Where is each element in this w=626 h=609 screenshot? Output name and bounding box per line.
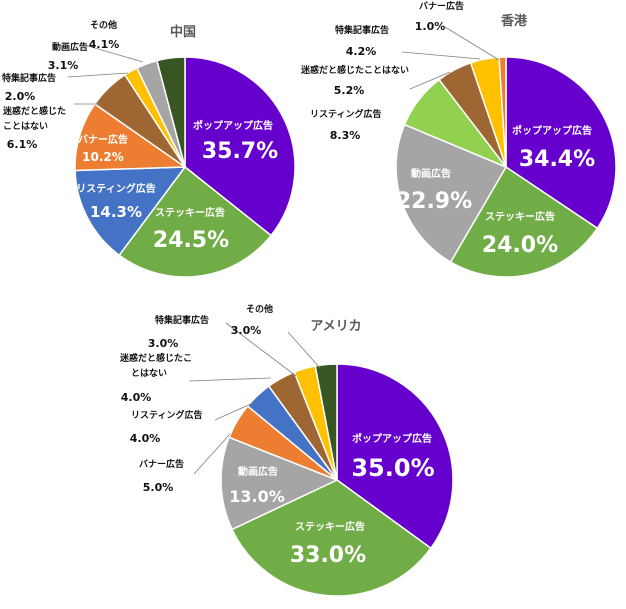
pie1-slice-4 (74, 102, 188, 172)
pie2-slice-7-value: 1.0% (415, 20, 446, 33)
pie3-slice-4-label: バナー広告 (139, 458, 184, 470)
pie3-slice-6-leader-line (188, 377, 272, 382)
pie3-slice-2-value: 33.0% (290, 543, 366, 568)
pie2-slice-3-label: 動画広告 (411, 167, 451, 180)
pie2-slice-7 (498, 56, 507, 168)
pie2-slice-6-label: 特集記事広告 (335, 24, 389, 36)
pie2-slice-5-leader-line (409, 71, 451, 90)
pie1-slice-3 (74, 166, 187, 257)
pie1-slice-8 (156, 56, 186, 168)
pie2-slice-3-value: 22.9% (396, 189, 472, 214)
pie1-slice-1 (184, 56, 296, 237)
pie3-slice-5-leader-line (214, 402, 254, 421)
pie3-slice-2 (231, 479, 432, 597)
pie1-slice-8-label: その他 (90, 19, 117, 31)
pie1-slice-5-label-line1: 迷惑だと感じた (2, 105, 66, 117)
pie3-slice-4-value: 5.0% (143, 481, 174, 494)
pie1-slice-3-value: 14.3% (90, 203, 142, 221)
pie2-slice-5-label: 迷惑だと感じたことはない (300, 64, 409, 76)
pie1-slice-4-label: バナー広告 (78, 133, 128, 146)
pie1-slice-7-label: 動画広告 (52, 41, 88, 53)
pie3-slice-6-label-line1: 迷惑だと感じたこ (119, 352, 192, 364)
pie2-slice-7-label: バナー広告 (419, 0, 464, 12)
pie1-slice-7-value: 3.1% (48, 59, 79, 72)
pie2-slice-5-value: 5.2% (334, 84, 365, 97)
pie1-slice-2 (118, 165, 273, 278)
pie3-slice-5-label: リスティング広告 (131, 409, 202, 421)
pie3-slice-3-label: 動画広告 (238, 465, 278, 478)
pie1-title: 中国 (170, 24, 196, 40)
pie3-slice-4-leader-line (193, 433, 231, 475)
pie3-slice-7-value: 3.0% (148, 337, 179, 350)
pie3-slice-1 (336, 363, 454, 550)
pie3-title: アメリカ (310, 319, 361, 334)
pie1-slice-3-label: リスティング広告 (76, 182, 155, 195)
pie3-slice-7-leader-line (225, 322, 297, 377)
pie1-slice-6-value: 2.0% (5, 90, 36, 103)
pie2-slice-6-leader-line (401, 51, 481, 60)
pie2-slice-2-value: 24.0% (482, 233, 558, 258)
pie1-slice-6-leader-line (67, 72, 129, 78)
pie2-slice-4-value: 8.3% (330, 129, 361, 142)
pie1-slice-2-label: ステッキー広告 (155, 206, 225, 219)
pie3-slice-1-value: 35.0% (351, 454, 434, 482)
pie3-slice-2-label: ステッキー広告 (295, 520, 365, 533)
pie3-slice-8-leader-line (287, 331, 321, 369)
pie2-slice-2-label: ステッキー広告 (485, 210, 555, 223)
pie3-slice-5-value: 4.0% (130, 432, 161, 445)
pie3-slice-8 (314, 363, 338, 481)
pie2-slice-1-value: 34.4% (519, 147, 595, 172)
pie3-slice-8-label: その他 (246, 303, 273, 315)
pie3-slice-3 (220, 436, 339, 531)
pie2-slice-1-label: ポップアップ広告 (512, 124, 592, 137)
pie2-slice-1 (505, 56, 617, 230)
pie2-slice-2 (449, 165, 599, 278)
pie3-slice-7-label: 特集記事広告 (155, 314, 209, 326)
pie2-slice-6-value: 4.2% (346, 45, 377, 58)
pie2-slice-3 (395, 123, 508, 264)
pie3-slice-1-label: ポップアップ広告 (352, 432, 432, 445)
pie1-slice-5-label-line2: ことはない (3, 121, 48, 132)
pie3-slice-6-label-line2: とはない (131, 368, 167, 379)
pie1-slice-6-label: 特集記事広告 (2, 72, 56, 84)
pie2-title: 香港 (500, 13, 528, 29)
pie1-slice-1-label: ポップアップ広告 (193, 119, 273, 132)
pie3-slice-6-value: 4.0% (121, 391, 152, 404)
pie2-slice-7-leader-line (444, 26, 500, 61)
pie1-slice-4-value: 10.2% (82, 150, 124, 164)
pie3-slice-8-value: 3.0% (231, 324, 262, 337)
pie1-slice-5-value: 6.1% (7, 138, 38, 151)
pie1-slice-7-leader-line (87, 45, 144, 63)
pie3-slice-3-value: 13.0% (229, 487, 285, 506)
pie1-slice-1-value: 35.7% (202, 139, 278, 164)
pie1-slice-2-value: 24.5% (153, 228, 229, 253)
pie1-slice-8-value: 4.1% (89, 38, 120, 51)
pie2-slice-4-label: リスティング広告 (310, 108, 381, 120)
